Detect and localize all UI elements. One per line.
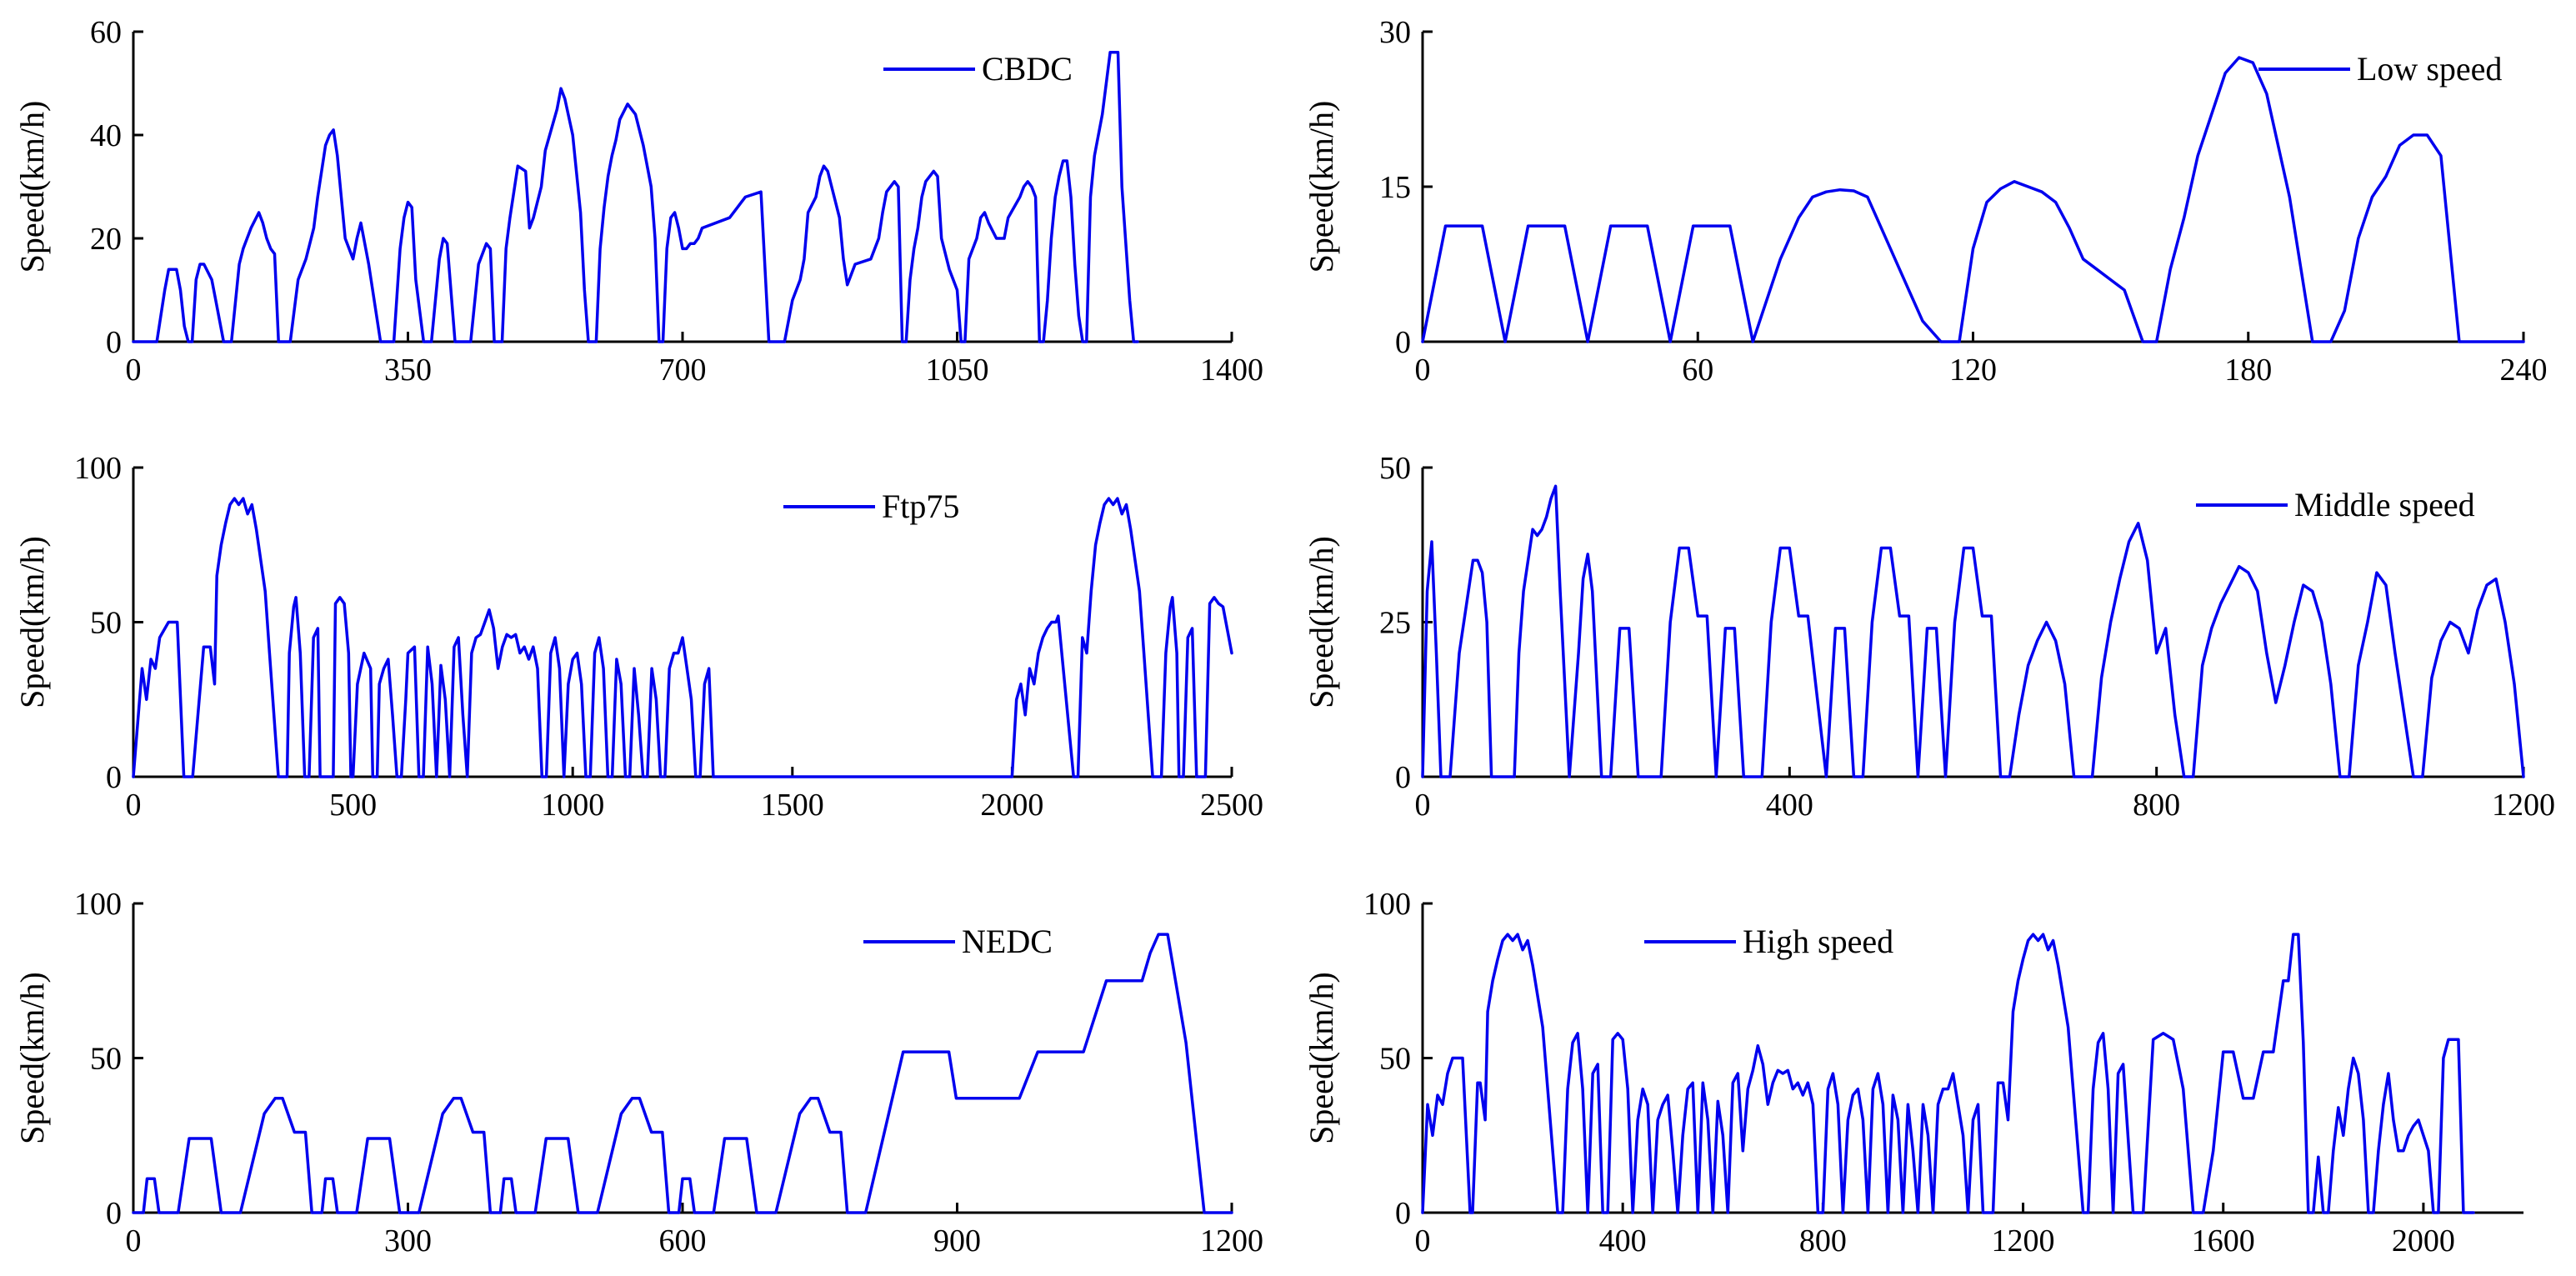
y-tick-label: 50	[90, 606, 122, 641]
y-tick-label: 0	[106, 1196, 122, 1231]
chart-nedc: 0 50 100 0 300 600 900 1200 Speed(km/h) NEDC	[13, 887, 1263, 1258]
y-axis-label: Speed(km/h)	[13, 101, 51, 273]
x-tick-label: 800	[1799, 1223, 1847, 1258]
y-axis-label: Speed(km/h)	[13, 972, 51, 1144]
x-tick-label: 300	[384, 1223, 432, 1258]
legend-label: High speed	[1743, 923, 1893, 960]
y-tick-label: 100	[1363, 887, 1411, 922]
y-tick-label: 100	[74, 451, 122, 486]
x-tick-label: 1200	[1992, 1223, 2055, 1258]
series-line	[132, 933, 1233, 1214]
y-tick-label: 100	[74, 887, 122, 922]
legend-label: Low speed	[2357, 50, 2502, 88]
y-axis-label: Speed(km/h)	[1303, 101, 1340, 273]
y-tick-label: 50	[90, 1042, 122, 1077]
y-tick-label: 40	[90, 118, 122, 153]
x-tick-label: 0	[126, 1223, 142, 1258]
legend-label: Middle speed	[2294, 486, 2475, 523]
x-tick-label: 0	[126, 353, 142, 388]
y-tick-label: 60	[90, 15, 122, 50]
x-tick-label: 400	[1766, 788, 1813, 823]
x-tick-label: 1200	[2492, 788, 2555, 823]
y-tick-label: 25	[1379, 606, 1411, 641]
x-tick-label: 60	[1682, 353, 1713, 388]
x-tick-label: 0	[126, 788, 142, 823]
x-tick-label: 400	[1599, 1223, 1647, 1258]
y-axis-label: Speed(km/h)	[1303, 972, 1340, 1144]
y-tick-label: 0	[106, 325, 122, 360]
x-tick-label: 1050	[926, 353, 989, 388]
x-tick-label: 900	[933, 1223, 981, 1258]
x-tick-label: 2500	[1200, 788, 1263, 823]
chart-low-speed: 0 15 30 0 60 120 180 240 Speed(km/h) Low speed	[1303, 15, 2548, 388]
x-tick-label: 700	[659, 353, 707, 388]
series-line	[1421, 56, 2525, 343]
y-tick-label: 50	[1379, 451, 1411, 486]
x-tick-label: 350	[384, 353, 432, 388]
x-tick-label: 1600	[2192, 1223, 2255, 1258]
x-tick-label: 1500	[761, 788, 824, 823]
x-tick-label: 1400	[1200, 353, 1263, 388]
y-axis-label: Speed(km/h)	[1303, 536, 1340, 708]
y-tick-label: 0	[1395, 325, 1411, 360]
x-tick-label: 0	[1415, 353, 1431, 388]
chart-cbdc: 0 20 40 60 0 350 700 1050 1400 Speed(km/h) CBDC	[13, 15, 1263, 388]
x-tick-label: 1000	[541, 788, 604, 823]
x-tick-label: 240	[2500, 353, 2548, 388]
x-tick-label: 800	[2133, 788, 2180, 823]
x-tick-label: 2000	[980, 788, 1043, 823]
chart-middle-speed: 0 25 50 0 400 800 1200 Speed(km/h) Middle speed	[1303, 451, 2555, 823]
y-tick-label: 0	[106, 760, 122, 795]
series-line	[132, 51, 1139, 343]
series-line	[1421, 484, 2525, 778]
legend-label: Ftp75	[882, 488, 959, 525]
y-axis-label: Speed(km/h)	[13, 536, 51, 708]
y-tick-label: 20	[90, 222, 122, 257]
x-tick-label: 180	[2224, 353, 2272, 388]
legend-label: CBDC	[982, 50, 1073, 88]
x-tick-label: 2000	[2392, 1223, 2455, 1258]
chart-high-speed: 0 50 100 0 400 800 1200 1600 2000 Speed(km/h) High…	[1303, 887, 2523, 1258]
legend-label: NEDC	[962, 923, 1053, 960]
series-line	[132, 497, 1233, 778]
y-tick-label: 0	[1395, 760, 1411, 795]
x-tick-label: 600	[659, 1223, 707, 1258]
x-tick-label: 0	[1415, 1223, 1431, 1258]
y-tick-label: 0	[1395, 1196, 1411, 1231]
x-tick-label: 0	[1415, 788, 1431, 823]
x-tick-label: 500	[329, 788, 377, 823]
y-tick-label: 15	[1379, 170, 1411, 205]
x-tick-label: 120	[1949, 353, 1997, 388]
y-tick-label: 50	[1379, 1042, 1411, 1077]
series-line	[1421, 933, 2475, 1214]
y-tick-label: 30	[1379, 15, 1411, 50]
x-tick-label: 1200	[1200, 1223, 1263, 1258]
